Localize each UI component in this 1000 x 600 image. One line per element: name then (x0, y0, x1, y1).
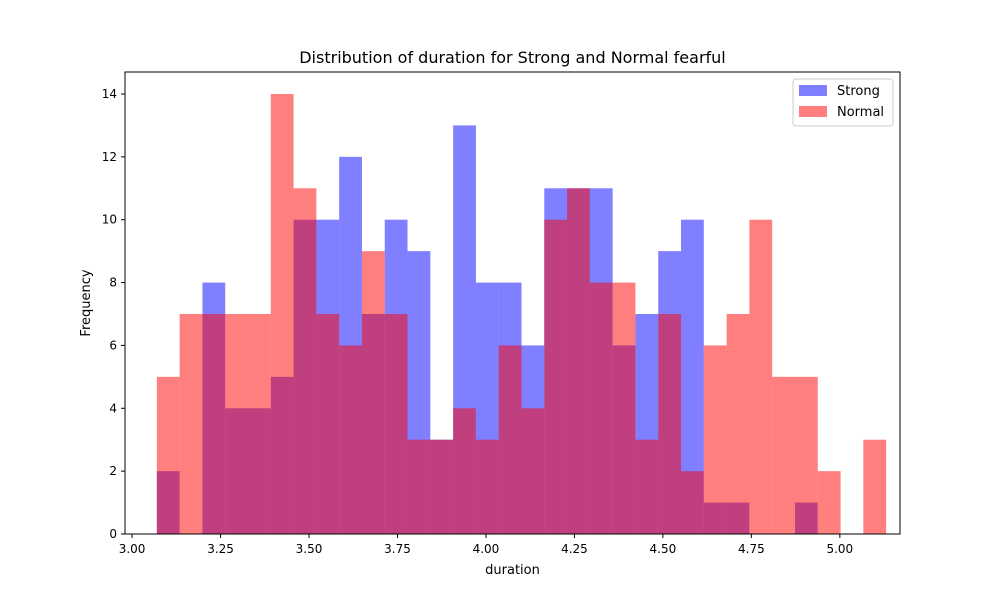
x-tick-label-3: 3.75 (384, 542, 411, 556)
bar-normal-21 (635, 439, 659, 534)
bar-normal-1 (179, 314, 203, 534)
bar-normal-15 (498, 345, 522, 534)
axes-frame (124, 71, 901, 535)
bar-normal-25 (726, 314, 750, 534)
bar-normal-11 (407, 439, 431, 534)
y-tick-label-4: 8 (109, 276, 117, 290)
x-tick-label-2: 3.50 (296, 542, 323, 556)
y-tick-label-6: 12 (102, 150, 117, 164)
bar-normal-0 (156, 376, 180, 534)
legend-swatch-strong (799, 85, 827, 96)
bar-normal-27 (772, 376, 795, 534)
bar-normal-6 (293, 188, 317, 535)
bar-normal-13 (453, 408, 476, 534)
bar-normal-14 (475, 439, 499, 534)
x-tick-label-6: 4.50 (650, 542, 677, 556)
bar-normal-26 (749, 219, 773, 534)
bar-normal-9 (361, 251, 385, 534)
x-tick-label-0: 3.00 (119, 542, 146, 556)
bar-normal-28 (794, 376, 818, 534)
bar-normal-12 (430, 439, 454, 534)
bar-normal-23 (681, 471, 704, 534)
bar-normal-2 (202, 314, 226, 534)
bar-normal-8 (339, 345, 362, 534)
legend-label-strong: Strong (837, 84, 880, 99)
bar-normal-31 (863, 439, 887, 534)
y-axis-label: Frequency (79, 269, 94, 336)
bar-normal-22 (658, 314, 682, 534)
x-tick-label-4: 4.00 (473, 542, 500, 556)
y-tick-label-3: 6 (109, 338, 117, 352)
y-tick-label-0: 0 (109, 527, 117, 541)
bar-normal-20 (612, 282, 636, 534)
x-axis-label: duration (485, 563, 540, 578)
bar-normal-24 (703, 345, 727, 534)
bar-normal-7 (316, 314, 340, 534)
y-axis-ticks: 0 2 4 6 8 10 12 14 (102, 87, 125, 541)
y-tick-label-2: 4 (109, 401, 117, 415)
bar-normal-5 (270, 94, 294, 534)
x-tick-label-1: 3.25 (207, 542, 234, 556)
bar-normal-29 (817, 471, 841, 534)
bar-normal-3 (225, 314, 249, 534)
y-tick-label-7: 14 (102, 87, 117, 101)
bar-normal-16 (521, 408, 545, 534)
legend-swatch-normal (799, 106, 827, 117)
legend: Strong Normal (792, 78, 894, 127)
chart-title: Distribution of duration for Strong and … (299, 48, 726, 67)
x-tick-label-8: 5.00 (826, 542, 853, 556)
bar-normal-10 (384, 314, 408, 534)
legend-label-normal: Normal (837, 105, 884, 120)
x-tick-label-5: 4.25 (561, 542, 588, 556)
histogram-bars (156, 94, 887, 535)
y-tick-label-5: 10 (102, 213, 117, 227)
bar-normal-17 (544, 219, 568, 534)
bar-strong-23 (681, 219, 704, 534)
x-tick-label-7: 4.75 (738, 542, 765, 556)
bar-normal-18 (567, 188, 590, 535)
y-tick-label-1: 2 (109, 464, 117, 478)
x-axis-ticks: 3.00 3.25 3.50 3.75 4.00 4.25 4.50 4.75 5.00 (119, 534, 853, 556)
bar-normal-19 (589, 282, 613, 534)
bar-normal-4 (248, 314, 271, 534)
